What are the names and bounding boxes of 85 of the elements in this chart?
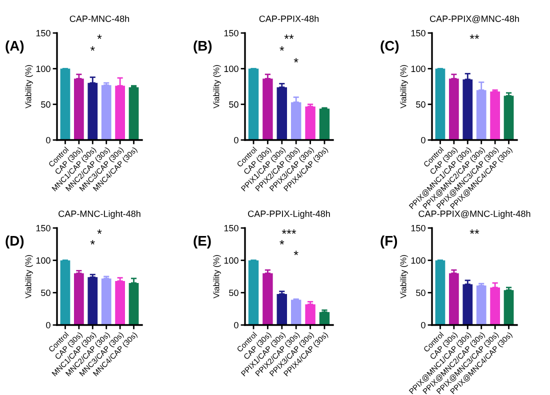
bar xyxy=(305,304,316,325)
text: (F) xyxy=(380,236,398,248)
annotation: * xyxy=(90,240,95,244)
bar xyxy=(290,300,302,325)
y-tick-label: 100 xyxy=(411,66,426,72)
bar xyxy=(101,85,112,140)
chart-title: CAP-MNC-48h xyxy=(70,15,130,22)
bar xyxy=(115,281,125,325)
y-tick-label: 50 xyxy=(229,290,238,296)
text: (B) xyxy=(194,40,212,54)
bar xyxy=(490,287,500,325)
bar xyxy=(504,96,514,140)
annotation: *** xyxy=(282,229,296,234)
y-tick-label: 0 xyxy=(46,136,50,144)
annotation: ** xyxy=(284,34,294,39)
y-tick-label: 100 xyxy=(224,66,238,72)
y-tick-label: 150 xyxy=(411,224,426,232)
annotation: * xyxy=(294,58,298,62)
y-tick-label: 50 xyxy=(41,290,50,296)
bar xyxy=(462,284,473,325)
text: (A) xyxy=(6,40,24,54)
y-tick-label: 100 xyxy=(36,257,50,264)
y-tick-label: 50 xyxy=(416,101,426,108)
bar xyxy=(262,273,273,325)
text: (C) xyxy=(380,40,399,54)
bar xyxy=(74,273,84,325)
chart-title: CAP-PPIX-48h xyxy=(259,15,319,22)
annotation: * xyxy=(97,34,102,39)
bar xyxy=(88,277,98,325)
y-tick-label: 0 xyxy=(421,136,426,144)
y-tick-label: 50 xyxy=(229,101,238,108)
bar xyxy=(449,78,459,140)
chart-title: CAP-MNC-Light-48h xyxy=(58,210,140,219)
y-tick-label: 150 xyxy=(36,224,50,232)
bar xyxy=(290,102,302,140)
annotation: ** xyxy=(470,34,480,39)
chart-title: CAP-PPIX@MNC-48h xyxy=(430,15,519,24)
annotation: * xyxy=(97,229,102,234)
bar xyxy=(60,68,70,140)
bar xyxy=(435,260,446,325)
y-axis-title: Viability (%) xyxy=(400,65,408,108)
y-tick-label: 50 xyxy=(416,290,426,296)
bar xyxy=(60,260,70,325)
y-tick-label: 0 xyxy=(46,322,50,328)
annotation: * xyxy=(90,46,95,51)
annotation: * xyxy=(294,250,298,256)
y-axis-title: Viability (%) xyxy=(213,65,221,108)
y-tick-label: 0 xyxy=(421,322,426,328)
bar xyxy=(276,87,288,140)
y-axis-title: Viability (%) xyxy=(400,255,408,298)
y-axis-title: Viability (%) xyxy=(213,255,221,298)
y-tick-label: 0 xyxy=(234,136,238,144)
bar xyxy=(305,106,316,140)
bar xyxy=(262,78,273,140)
bar xyxy=(319,108,330,140)
annotation: * xyxy=(280,240,284,244)
bar xyxy=(74,78,84,140)
annotation: * xyxy=(280,46,284,51)
bar xyxy=(476,286,486,325)
chart-title: CAP-PPIX-Light-48h xyxy=(248,210,330,219)
y-tick-label: 100 xyxy=(36,66,50,72)
text: (D) xyxy=(6,236,24,248)
y-tick-label: 0 xyxy=(234,322,238,328)
chart-title: CAP-PPIX@MNC-Light-48h xyxy=(418,210,530,219)
text: (E) xyxy=(194,236,211,248)
bar xyxy=(504,290,514,325)
bar xyxy=(449,273,459,325)
y-axis-title: Viability (%) xyxy=(25,65,33,108)
bar xyxy=(435,68,446,140)
y-tick-label: 150 xyxy=(36,30,50,36)
bar xyxy=(248,260,259,325)
bar xyxy=(128,87,139,140)
bar xyxy=(276,294,288,325)
bar xyxy=(101,278,112,325)
bar xyxy=(490,91,500,140)
bar xyxy=(128,282,139,325)
y-tick-label: 150 xyxy=(224,224,238,232)
annotation: ** xyxy=(470,229,480,234)
y-tick-label: 100 xyxy=(411,257,426,264)
y-tick-label: 100 xyxy=(224,257,238,264)
y-tick-label: 150 xyxy=(224,30,238,36)
y-tick-label: 150 xyxy=(411,30,426,36)
y-tick-label: 50 xyxy=(41,101,50,108)
y-axis-title: Viability (%) xyxy=(25,255,33,298)
bar xyxy=(248,68,259,140)
